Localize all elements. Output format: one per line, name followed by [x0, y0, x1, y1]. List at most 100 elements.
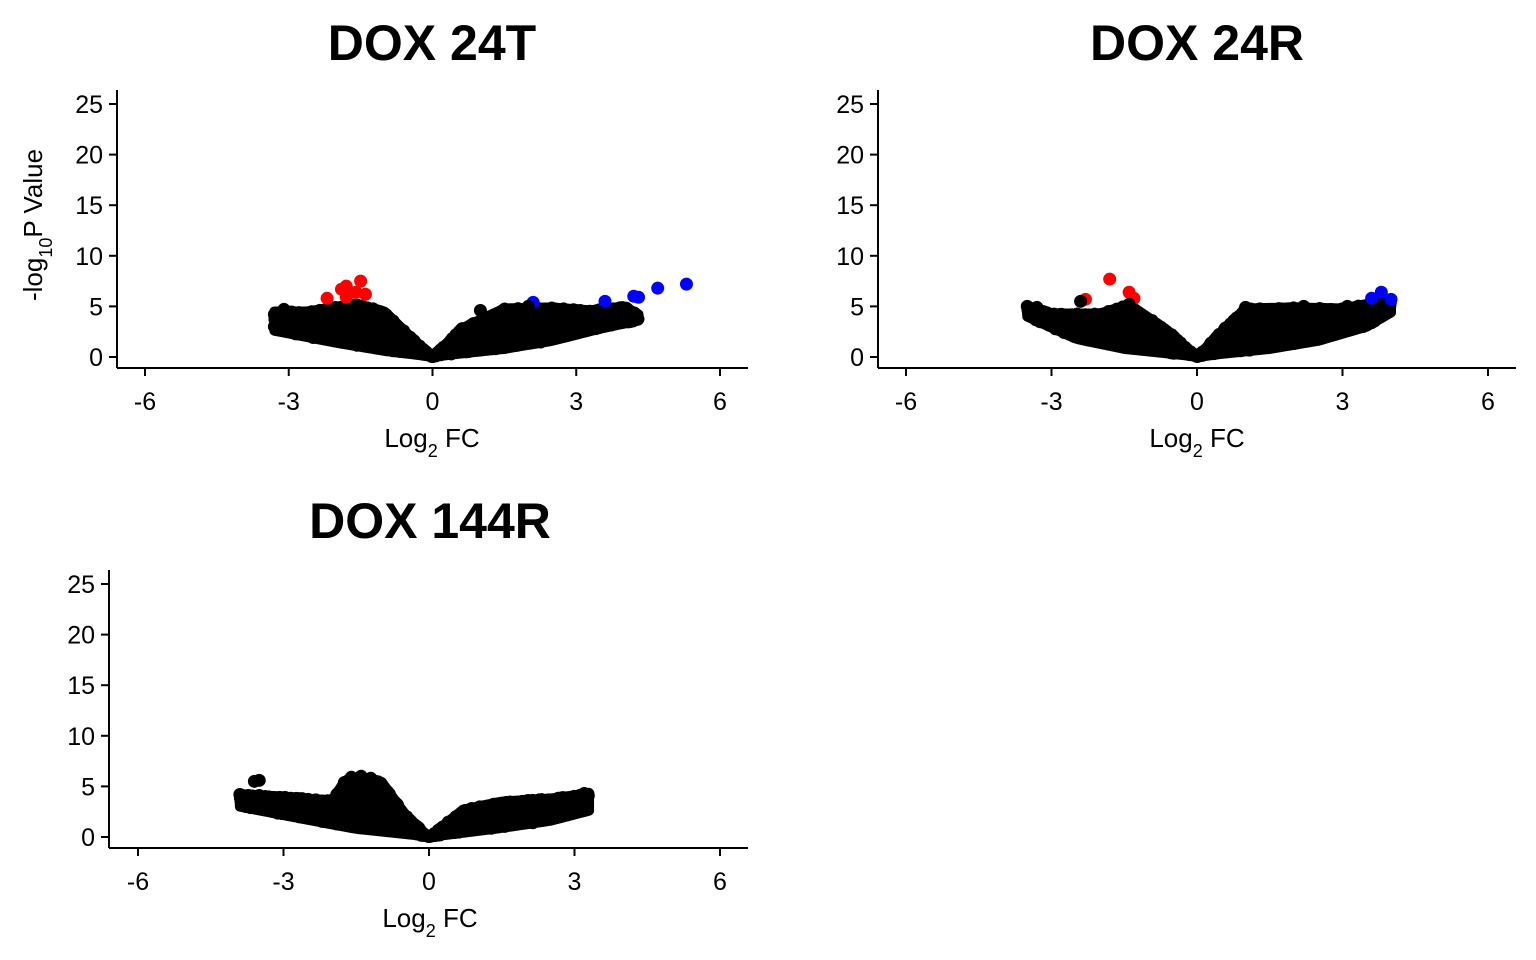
y-tick-label: 5 [81, 773, 95, 801]
y-tick-label: 5 [89, 293, 103, 321]
y-tick-label: 20 [67, 622, 95, 650]
cloud-point [446, 817, 459, 830]
data-point [651, 281, 665, 295]
cloud-point [269, 791, 282, 804]
cloud-point [508, 322, 521, 335]
cloud-point [1195, 346, 1208, 359]
data-points [233, 769, 591, 819]
data-point [1297, 299, 1311, 313]
cloud-point [477, 821, 490, 834]
cloud-point [401, 331, 414, 344]
cloud-point [273, 807, 286, 820]
data-point [1239, 300, 1252, 314]
cloud-point [459, 811, 472, 824]
cloud-point [1272, 331, 1285, 344]
cloud-point [502, 337, 515, 350]
cloud-point [558, 793, 571, 806]
data-point [339, 290, 353, 304]
cloud-point [1118, 337, 1131, 350]
data-point [233, 787, 247, 801]
cloud-point [514, 330, 527, 343]
cloud-point [1303, 313, 1316, 326]
axes: 0 5 10 15 20 25 -6 -3 0 3 6 [836, 90, 1516, 416]
cloud-point [281, 318, 294, 331]
x-tick-label: 3 [569, 388, 583, 416]
x-axis-label-sub: 2 [1193, 441, 1203, 461]
cloud-point [1248, 310, 1261, 323]
data-point [1374, 285, 1388, 299]
cloud-point [541, 813, 554, 826]
data-point [473, 303, 487, 317]
cloud-point [1092, 331, 1105, 344]
data-point [577, 797, 591, 811]
data-point [344, 770, 358, 784]
cloud-point [1028, 311, 1041, 324]
cloud-point [297, 316, 310, 329]
cloud-point [1333, 318, 1346, 331]
data-point [339, 279, 353, 293]
data-point [632, 290, 646, 304]
data-point [1384, 292, 1398, 306]
cloud-point [1316, 323, 1329, 336]
cloud-point [470, 811, 483, 824]
cloud-point [1138, 338, 1151, 351]
cloud-point [316, 328, 329, 341]
y-tick-label: 0 [89, 344, 103, 372]
cloud-point [1290, 313, 1303, 326]
cloud-point [552, 325, 565, 338]
x-tick-label: 6 [713, 388, 727, 416]
cloud-point [1305, 328, 1318, 341]
axes: 0 5 10 15 20 25 -6 -3 0 3 6 [67, 570, 748, 896]
y-tick-label: 10 [836, 243, 864, 271]
cloud-point [1272, 322, 1285, 335]
data-point [598, 294, 612, 308]
cloud-point [546, 801, 559, 814]
cloud-point [1170, 341, 1183, 354]
data-point [1365, 291, 1379, 305]
cloud-point [351, 332, 364, 345]
cloud-point [426, 350, 439, 363]
x-tick-label: 3 [1336, 388, 1350, 416]
cloud-point [390, 331, 403, 344]
y-tick-label: 0 [81, 824, 95, 852]
cloud-point [453, 340, 466, 353]
cloud-point [333, 330, 346, 343]
x-axis-label: Log2 FC [1149, 423, 1244, 461]
cloud-point [414, 825, 427, 838]
cloud-point [1052, 321, 1065, 334]
cloud-point [383, 818, 396, 831]
x-tick-label: -3 [1040, 388, 1062, 416]
cloud-point [290, 798, 303, 811]
data-points [1020, 272, 1398, 314]
cloud-point [1243, 332, 1256, 345]
y-tick-label: 20 [75, 142, 103, 170]
cloud-point [1367, 305, 1380, 318]
cloud-point [1356, 301, 1369, 314]
panel-title: DOX 24R [1090, 15, 1304, 71]
cloud-point [495, 313, 508, 326]
cloud-point [477, 335, 490, 348]
x-tick-label: -6 [127, 868, 149, 896]
cloud-point [529, 333, 542, 346]
y-tick-label: 15 [67, 672, 95, 700]
x-tick-label: 0 [426, 388, 440, 416]
y-tick-label: 25 [67, 571, 95, 599]
data-point [277, 302, 291, 316]
y-axis-label: -log10P Value [18, 149, 56, 301]
cloud-point [317, 807, 330, 820]
cloud-point [1103, 313, 1116, 326]
x-tick-label: 6 [1481, 388, 1495, 416]
data-point [1030, 300, 1044, 314]
data-point [1340, 299, 1354, 313]
x-axis-label: Log2 FC [382, 903, 477, 941]
x-axis-label: Log2 FC [384, 423, 479, 461]
cloud-point [1080, 314, 1093, 327]
cloud-point [489, 343, 502, 356]
data-point [267, 320, 281, 334]
data-point [679, 277, 693, 291]
data-point [252, 789, 266, 803]
x-tick-label: -6 [134, 388, 156, 416]
cloud-point [379, 784, 392, 797]
data-point [354, 769, 368, 783]
